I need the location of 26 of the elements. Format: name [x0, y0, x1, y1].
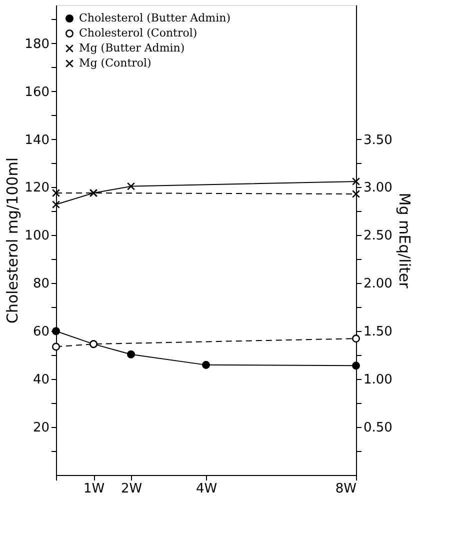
y-tick-label: 40: [32, 372, 50, 388]
y2-tick-label: 0.50: [364, 420, 392, 436]
x-tick-label: 1W: [83, 482, 105, 496]
y2-tick-label: 2.00: [364, 276, 392, 292]
y2-axis-title: Mg mEq/liter: [395, 192, 414, 290]
y2-tick-label: 1.50: [364, 324, 392, 340]
legend-label: Mg (Control): [79, 56, 152, 70]
y2-tick-label: 3.00: [364, 180, 392, 196]
y-tick-label: 140: [24, 132, 50, 148]
y-tick-label: 20: [32, 420, 50, 436]
y-tick-label: 100: [24, 228, 50, 244]
y-axis-title: Cholesterol mg/100ml: [4, 157, 22, 324]
legend-label: Cholesterol (Butter Admin): [79, 12, 230, 24]
x-tick-label: 8W: [335, 482, 357, 496]
y-tick-label: 180: [24, 36, 50, 52]
y-tick-label: 160: [24, 84, 50, 100]
y2-tick-label: 3.50: [364, 132, 392, 148]
legend-label: Cholesterol (Control): [79, 26, 198, 40]
x-tick-label: 2W: [120, 482, 142, 496]
y-tick-label: 60: [32, 324, 50, 340]
y2-tick-label: 2.50: [364, 228, 392, 244]
legend-label: Mg (Butter Admin): [79, 42, 185, 54]
y-tick-label: 80: [32, 276, 50, 292]
x-tick-label: 4W: [196, 482, 218, 496]
y-tick-label: 120: [24, 180, 50, 196]
y2-tick-label: 1.00: [364, 372, 392, 388]
